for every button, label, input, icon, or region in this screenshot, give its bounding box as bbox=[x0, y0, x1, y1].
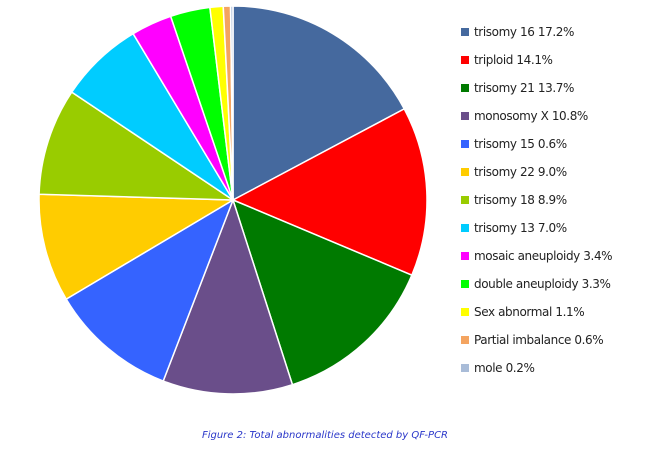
chart-legend: trisomy 16 17.2% triploid 14.1% trisomy 21… bbox=[461, 18, 646, 382]
legend-label: trisomy 22 9.0% bbox=[474, 165, 567, 179]
legend-item: mole 0.2% bbox=[461, 354, 646, 382]
legend-swatch bbox=[461, 140, 469, 148]
legend-item: trisomy 15 0.6% bbox=[461, 130, 646, 158]
legend-label: trisomy 18 8.9% bbox=[474, 193, 567, 207]
legend-item: trisomy 18 8.9% bbox=[461, 186, 646, 214]
legend-label: monosomy X 10.8% bbox=[474, 109, 588, 123]
legend-swatch bbox=[461, 84, 469, 92]
legend-swatch bbox=[461, 168, 469, 176]
legend-item: trisomy 21 13.7% bbox=[461, 74, 646, 102]
legend-item: trisomy 22 9.0% bbox=[461, 158, 646, 186]
legend-item: double aneuploidy 3.3% bbox=[461, 270, 646, 298]
legend-item: mosaic aneuploidy 3.4% bbox=[461, 242, 646, 270]
pie-slice-monosomy-x bbox=[162, 197, 294, 395]
pie-slice-trisomy-16 bbox=[232, 5, 406, 202]
legend-label: mole 0.2% bbox=[474, 361, 535, 375]
pie-slice-triploid bbox=[231, 107, 428, 277]
legend-label: double aneuploidy 3.3% bbox=[474, 277, 611, 291]
legend-label: trisomy 21 13.7% bbox=[474, 81, 574, 95]
figure-caption: Figure 2: Total abnormalities detected b… bbox=[201, 430, 449, 441]
pie-chart bbox=[38, 5, 428, 395]
legend-swatch bbox=[461, 308, 469, 316]
pie-slice-trisomy-18 bbox=[38, 91, 236, 201]
legend-label: trisomy 15 0.6% bbox=[474, 137, 567, 151]
legend-label: trisomy 16 17.2% bbox=[474, 25, 574, 39]
legend-label: mosaic aneuploidy 3.4% bbox=[474, 249, 613, 263]
legend-label: triploid 14.1% bbox=[474, 53, 553, 67]
legend-item: trisomy 16 17.2% bbox=[461, 18, 646, 46]
legend-label: Sex abnormal 1.1% bbox=[474, 305, 585, 319]
pie-slice-mole bbox=[229, 5, 234, 201]
legend-item: Partial imbalance 0.6% bbox=[461, 326, 646, 354]
legend-swatch bbox=[461, 224, 469, 232]
legend-item: trisomy 13 7.0% bbox=[461, 214, 646, 242]
legend-label: Partial imbalance 0.6% bbox=[474, 333, 604, 347]
legend-swatch bbox=[461, 196, 469, 204]
legend-swatch bbox=[461, 280, 469, 288]
legend-label: trisomy 13 7.0% bbox=[474, 221, 567, 235]
legend-swatch bbox=[461, 112, 469, 120]
legend-swatch bbox=[461, 28, 469, 36]
legend-swatch bbox=[461, 56, 469, 64]
pie-slice-trisomy-22 bbox=[38, 193, 236, 301]
legend-swatch bbox=[461, 252, 469, 260]
legend-item: Sex abnormal 1.1% bbox=[461, 298, 646, 326]
legend-item: monosomy X 10.8% bbox=[461, 102, 646, 130]
legend-item: triploid 14.1% bbox=[461, 46, 646, 74]
legend-swatch bbox=[461, 364, 469, 372]
legend-swatch bbox=[461, 336, 469, 344]
pie-slice-trisomy-15 bbox=[65, 198, 235, 382]
